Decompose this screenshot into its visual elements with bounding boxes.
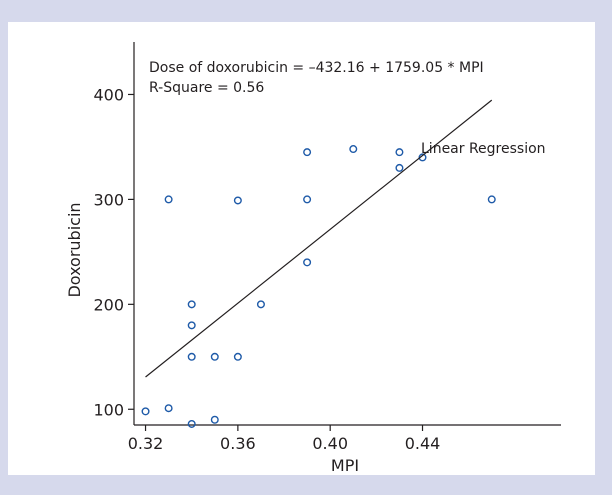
- y-axis-title: Doxorubicin: [65, 202, 84, 297]
- y-axis-ticks: 100 200 300 400: [93, 85, 134, 419]
- data-point: [233, 352, 242, 361]
- data-point: [349, 145, 358, 154]
- data-point: [164, 404, 173, 413]
- data-point: [187, 352, 196, 361]
- y-tick-label: 400: [93, 85, 124, 104]
- data-point: [233, 196, 242, 205]
- data-point: [303, 195, 312, 204]
- equation-annotation: Dose of doxorubicin = –432.16 + 1759.05 …: [149, 60, 484, 76]
- data-points: [141, 145, 496, 428]
- data-point: [210, 415, 219, 424]
- data-point: [303, 148, 312, 157]
- r-square-annotation: R-Square = 0.56: [149, 80, 264, 96]
- regression-line: [145, 99, 493, 378]
- data-point: [210, 352, 219, 361]
- data-point: [395, 148, 404, 157]
- data-point: [164, 195, 173, 204]
- plot-background: [8, 22, 595, 475]
- axes: [133, 42, 561, 426]
- data-point: [187, 419, 196, 428]
- regression-label: Linear Regression: [421, 141, 546, 157]
- data-point: [187, 321, 196, 330]
- data-point: [487, 195, 496, 204]
- y-tick-label: 200: [93, 295, 124, 314]
- x-axis-title: MPI: [331, 456, 359, 475]
- regression-line-group: [145, 99, 493, 378]
- x-tick-label: 0.32: [128, 434, 164, 453]
- data-point: [187, 300, 196, 309]
- data-point: [303, 258, 312, 267]
- y-tick-label: 300: [93, 190, 124, 209]
- x-tick-label: 0.40: [312, 434, 348, 453]
- y-tick-label: 100: [93, 400, 124, 419]
- data-point: [141, 407, 150, 416]
- x-tick-label: 0.36: [220, 434, 256, 453]
- data-point: [256, 300, 265, 309]
- x-tick-label: 0.44: [405, 434, 441, 453]
- x-axis-ticks: 0.32 0.36 0.40 0.44: [128, 425, 441, 453]
- data-point: [395, 163, 404, 172]
